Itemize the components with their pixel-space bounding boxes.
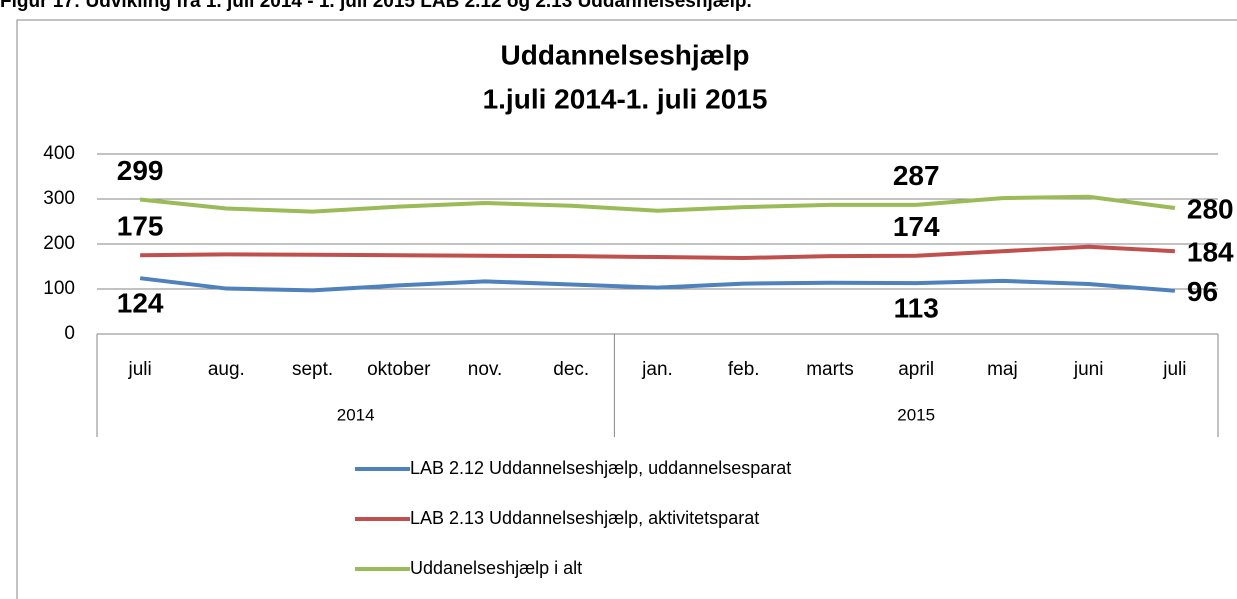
x-tick-label: marts (806, 359, 854, 380)
chart-title: Uddannelseshjælp (501, 39, 750, 70)
x-tick-label: nov. (468, 359, 503, 380)
x-tick-label: juli (1162, 359, 1186, 380)
legend-label: Uddanelseshjælp i alt (410, 558, 582, 578)
y-tick-label: 200 (43, 233, 75, 254)
x-tick-label: maj (987, 359, 1018, 380)
data-label: 124 (117, 288, 164, 319)
y-tick-label: 100 (43, 278, 75, 299)
x-tick-label: oktober (367, 359, 431, 380)
x-group-label: 2015 (897, 405, 935, 424)
y-tick-label: 0 (64, 323, 75, 344)
data-label: 184 (1187, 237, 1234, 268)
series-line (139, 194, 1176, 214)
x-tick-label: juni (1073, 359, 1104, 380)
x-tick-label: sept. (292, 359, 333, 380)
data-label: 96 (1187, 276, 1218, 307)
data-label: 280 (1187, 193, 1234, 224)
y-tick-label: 300 (43, 188, 75, 209)
y-tick-label: 400 (43, 143, 75, 164)
x-tick-label: april (898, 359, 934, 380)
data-label: 113 (894, 293, 939, 324)
series-line (140, 244, 1175, 260)
series-line (139, 276, 1176, 293)
x-tick-label: aug. (208, 359, 245, 380)
chart-title: 1.juli 2014-1. juli 2015 (483, 83, 768, 114)
x-tick-label: juli (127, 359, 151, 380)
figure-header: Figur 17: Udvikling fra 1. juli 2014 - 1… (0, 0, 752, 12)
x-tick-label: jan. (641, 359, 673, 380)
x-group-label: 2014 (337, 405, 375, 424)
legend-label: LAB 2.13 Uddannelseshjælp, aktivitetspar… (410, 508, 759, 528)
legend-label: LAB 2.12 Uddannelseshjælp, uddannelsespa… (410, 458, 791, 478)
x-tick-label: feb. (728, 359, 760, 380)
data-label: 174 (893, 211, 940, 242)
data-label: 287 (893, 160, 940, 191)
chart-frame (16, 19, 1237, 599)
data-label: 175 (117, 211, 164, 242)
x-tick-label: dec. (553, 359, 589, 380)
data-label: 299 (117, 155, 164, 186)
